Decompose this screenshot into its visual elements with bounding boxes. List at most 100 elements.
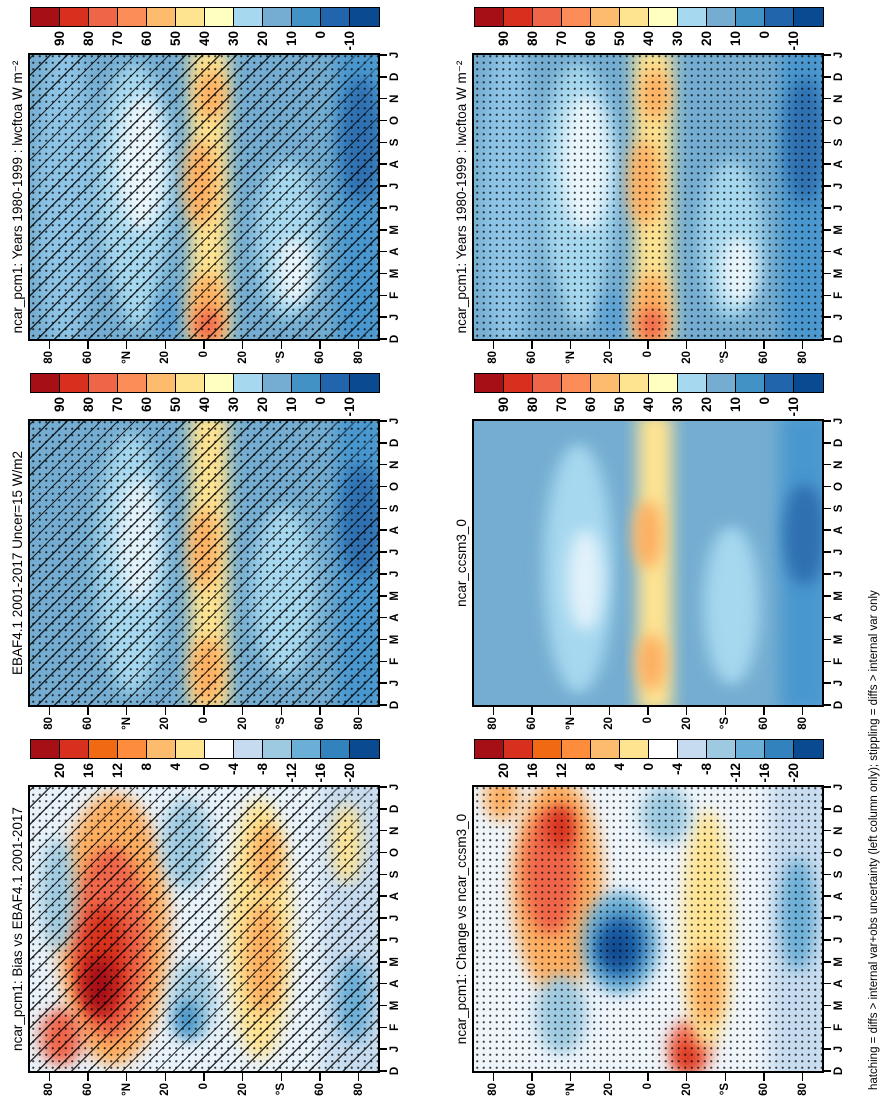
lat-tick-mark [569, 341, 572, 349]
lat-tick-label: 20 [159, 1083, 172, 1096]
lat-tick-mark [203, 341, 205, 349]
colorbar-label: 30 [669, 397, 685, 413]
month-tick-label: M [833, 590, 845, 601]
colorbar-cell [620, 8, 649, 26]
month-tick-mark [380, 207, 387, 209]
month-tick-mark [824, 551, 831, 553]
month-tick-mark [380, 851, 387, 854]
month-tick-label: M [833, 224, 845, 235]
month-tick-label: N [833, 94, 845, 103]
month-tick-mark [824, 1004, 831, 1007]
month-tick-label: M [389, 224, 401, 235]
panel-title: ncar_pcm1: Years 1980-1999 : lwcftoa W m… [454, 60, 469, 334]
colorbar-label: 10 [727, 31, 743, 47]
month-tick-mark [380, 529, 387, 531]
lat-tick-label: 0 [642, 1083, 654, 1090]
month-tick-mark [824, 573, 831, 575]
month-tick-mark [824, 54, 831, 56]
lat-tick-label: 20 [603, 351, 616, 364]
month-tick-mark [824, 895, 831, 897]
colorbar-cell [475, 374, 504, 392]
colorbar-cell [176, 740, 205, 758]
colorbar-cell [707, 374, 736, 392]
month-tick-label: F [389, 657, 401, 665]
lat-tick-mark [724, 707, 727, 715]
month-tick-mark [824, 1026, 831, 1029]
month-tick-mark [824, 704, 831, 706]
lat-tick-label: 80 [796, 1083, 809, 1096]
month-tick-label: A [389, 613, 401, 622]
month-tick-mark [824, 939, 831, 941]
colorbar-cell [118, 374, 147, 392]
month-tick-label: J [389, 1045, 401, 1053]
month-tick-mark [380, 485, 387, 488]
month-tick-mark [380, 682, 387, 684]
colorbar-label: 0 [640, 763, 656, 771]
colorbar-label: 30 [669, 31, 685, 47]
colorbar-label: 4 [611, 763, 627, 771]
stippling-overlay [30, 787, 378, 1071]
lat-tick-label: 0 [642, 351, 654, 358]
month-tick-mark [824, 1048, 831, 1050]
lat-tick-label: 80 [352, 351, 365, 364]
month-tick-label: A [389, 526, 401, 535]
lat-tick-mark [280, 707, 283, 715]
colorbar-label: 12 [553, 763, 569, 779]
colorbar-label: -8 [254, 763, 270, 776]
colorbar-label: 70 [553, 397, 569, 413]
colorbar-cell [620, 740, 649, 758]
colorbar-cell [736, 8, 765, 26]
lat-tick-mark [164, 707, 167, 715]
colorbar-cell [176, 374, 205, 392]
month-tick-label: N [833, 460, 845, 469]
lat-tick-label: 60 [757, 351, 770, 364]
lat-tick-mark [685, 707, 688, 715]
colorbar-cell [292, 8, 321, 26]
colorbar-cell [504, 740, 533, 758]
lat-tick-mark [164, 341, 167, 349]
colorbar-label: 0 [756, 397, 772, 405]
month-tick-mark [380, 1026, 387, 1029]
colorbar-label: -10 [785, 31, 801, 51]
lat-tick-label: 60 [313, 717, 326, 730]
month-tick-mark [824, 338, 831, 340]
month-tick-mark [824, 229, 831, 231]
colorbar-label: -8 [698, 763, 714, 776]
lat-tick-label: °S [719, 351, 732, 364]
month-tick-label: D [833, 438, 845, 448]
colorbar-cell [765, 374, 794, 392]
month-tick-label: S [833, 870, 845, 879]
month-tick-label: D [389, 72, 401, 82]
month-tick-label: O [389, 116, 401, 126]
colorbar-label: 60 [138, 397, 154, 413]
lat-tick-label: 20 [603, 1083, 616, 1096]
month-tick-mark [380, 873, 387, 876]
colorbar-cell [205, 740, 234, 758]
lat-tick-label: 80 [352, 717, 365, 730]
lat-tick-mark [357, 707, 360, 715]
colorbar [30, 739, 380, 759]
month-tick-label: J [389, 570, 401, 578]
month-tick-mark [380, 442, 387, 444]
month-tick-label: O [833, 116, 845, 126]
lat-tick-mark [87, 341, 89, 349]
colorbar-label: 0 [756, 31, 772, 39]
stippling-overlay [474, 787, 822, 1071]
month-tick-label: A [389, 247, 401, 256]
month-tick-mark [824, 250, 831, 253]
month-tick-mark [824, 119, 831, 122]
panel-title: ncar_pcm1: Change vs ncar_ccsm3_0 [454, 813, 469, 1045]
month-tick-label: D [833, 700, 845, 710]
colorbar-cell [263, 740, 292, 758]
month-tick-label: J [389, 313, 401, 321]
month-tick-label: F [833, 291, 845, 299]
colorbar-cell [736, 740, 765, 758]
colorbar [30, 373, 380, 393]
colorbar-cell [649, 8, 678, 26]
colorbar-label: 60 [582, 31, 598, 47]
month-tick-label: N [389, 94, 401, 103]
month-tick-label: J [833, 51, 845, 59]
month-tick-mark [380, 163, 387, 165]
month-tick-mark [824, 595, 831, 597]
